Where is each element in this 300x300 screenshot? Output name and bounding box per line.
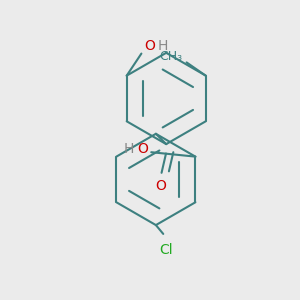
Text: O: O	[155, 179, 167, 193]
Text: Cl: Cl	[159, 243, 173, 257]
Text: H: H	[158, 39, 168, 53]
Text: CH₃: CH₃	[159, 50, 182, 63]
Text: O: O	[144, 39, 155, 53]
Text: O: O	[137, 142, 148, 156]
Text: H: H	[123, 142, 134, 156]
